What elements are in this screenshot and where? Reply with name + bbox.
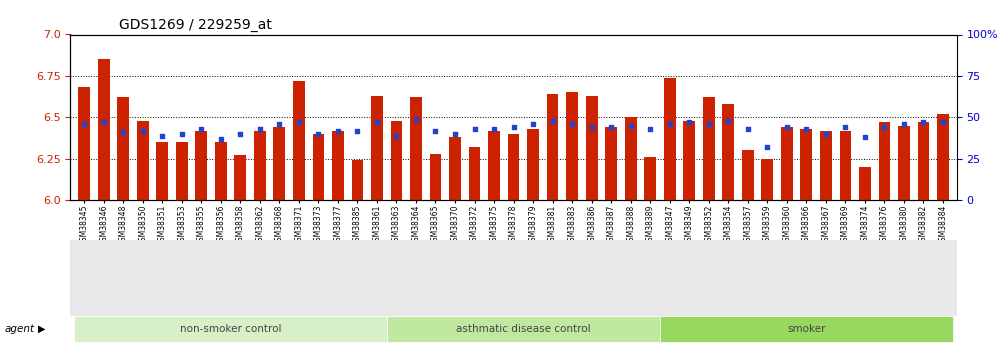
Point — [291, 119, 307, 125]
Text: non-smoker control: non-smoker control — [180, 324, 281, 334]
Point — [603, 125, 619, 130]
Point — [564, 121, 580, 127]
Bar — [586, 96, 597, 200]
Point — [778, 125, 795, 130]
Text: ▶: ▶ — [38, 324, 45, 334]
Bar — [664, 78, 676, 200]
Bar — [332, 130, 343, 200]
Bar — [938, 114, 949, 200]
Bar — [410, 97, 422, 200]
Point — [330, 128, 346, 133]
Point — [349, 128, 366, 133]
Point — [252, 126, 268, 132]
Point — [545, 118, 561, 124]
Point — [720, 118, 736, 124]
Point — [271, 121, 287, 127]
Bar — [468, 147, 480, 200]
Bar — [449, 137, 461, 200]
Point — [896, 121, 912, 127]
Point — [466, 126, 482, 132]
Bar — [156, 142, 168, 200]
Point — [310, 131, 326, 137]
Point — [838, 125, 854, 130]
Bar — [859, 167, 871, 200]
Point — [115, 129, 131, 135]
Bar — [508, 134, 520, 200]
Bar — [684, 121, 695, 200]
Point — [799, 126, 815, 132]
Text: GDS1269 / 229259_at: GDS1269 / 229259_at — [119, 18, 272, 32]
Point — [96, 119, 112, 125]
Point — [212, 136, 229, 141]
Bar — [488, 130, 499, 200]
Bar — [254, 130, 266, 200]
Bar — [176, 142, 187, 200]
Bar — [624, 117, 636, 200]
Bar — [742, 150, 753, 200]
Text: smoker: smoker — [787, 324, 826, 334]
Bar — [644, 157, 656, 200]
Bar — [274, 127, 285, 200]
Point — [233, 131, 249, 137]
Point — [740, 126, 756, 132]
Bar — [391, 121, 403, 200]
Bar — [528, 129, 539, 200]
Bar — [605, 127, 617, 200]
Point — [876, 125, 892, 130]
Point — [525, 121, 541, 127]
Point — [759, 144, 775, 150]
Point — [506, 125, 522, 130]
Bar — [761, 159, 773, 200]
Bar — [801, 129, 813, 200]
Point — [369, 119, 385, 125]
Point — [447, 131, 463, 137]
Point — [173, 131, 189, 137]
Bar — [898, 126, 909, 200]
Bar — [820, 130, 832, 200]
Bar — [781, 127, 793, 200]
Bar — [840, 130, 851, 200]
Bar — [79, 88, 90, 200]
Bar — [118, 97, 129, 200]
Bar — [312, 134, 324, 200]
Point — [427, 128, 443, 133]
Bar — [566, 92, 578, 200]
Point — [662, 121, 678, 127]
Bar — [722, 104, 734, 200]
Bar — [98, 59, 110, 200]
Point — [77, 121, 93, 127]
Bar — [293, 81, 305, 200]
Bar — [430, 154, 441, 200]
Point — [584, 125, 600, 130]
Point — [622, 123, 638, 128]
Text: agent: agent — [5, 324, 35, 334]
Point — [857, 135, 873, 140]
Point — [154, 133, 170, 138]
Bar — [547, 94, 559, 200]
Point — [681, 119, 697, 125]
Point — [642, 126, 659, 132]
Bar — [372, 96, 383, 200]
Bar — [351, 160, 364, 200]
Point — [934, 119, 951, 125]
Point — [701, 121, 717, 127]
Bar — [195, 130, 207, 200]
Bar — [878, 122, 890, 200]
Bar — [235, 155, 246, 200]
Bar — [214, 142, 227, 200]
Point — [486, 126, 502, 132]
Text: asthmatic disease control: asthmatic disease control — [456, 324, 591, 334]
Point — [389, 133, 405, 138]
Point — [135, 128, 151, 133]
Point — [193, 126, 209, 132]
Point — [818, 131, 834, 137]
Bar — [137, 121, 149, 200]
Point — [915, 119, 931, 125]
Bar — [703, 97, 715, 200]
Bar — [917, 122, 929, 200]
Point — [408, 116, 424, 122]
